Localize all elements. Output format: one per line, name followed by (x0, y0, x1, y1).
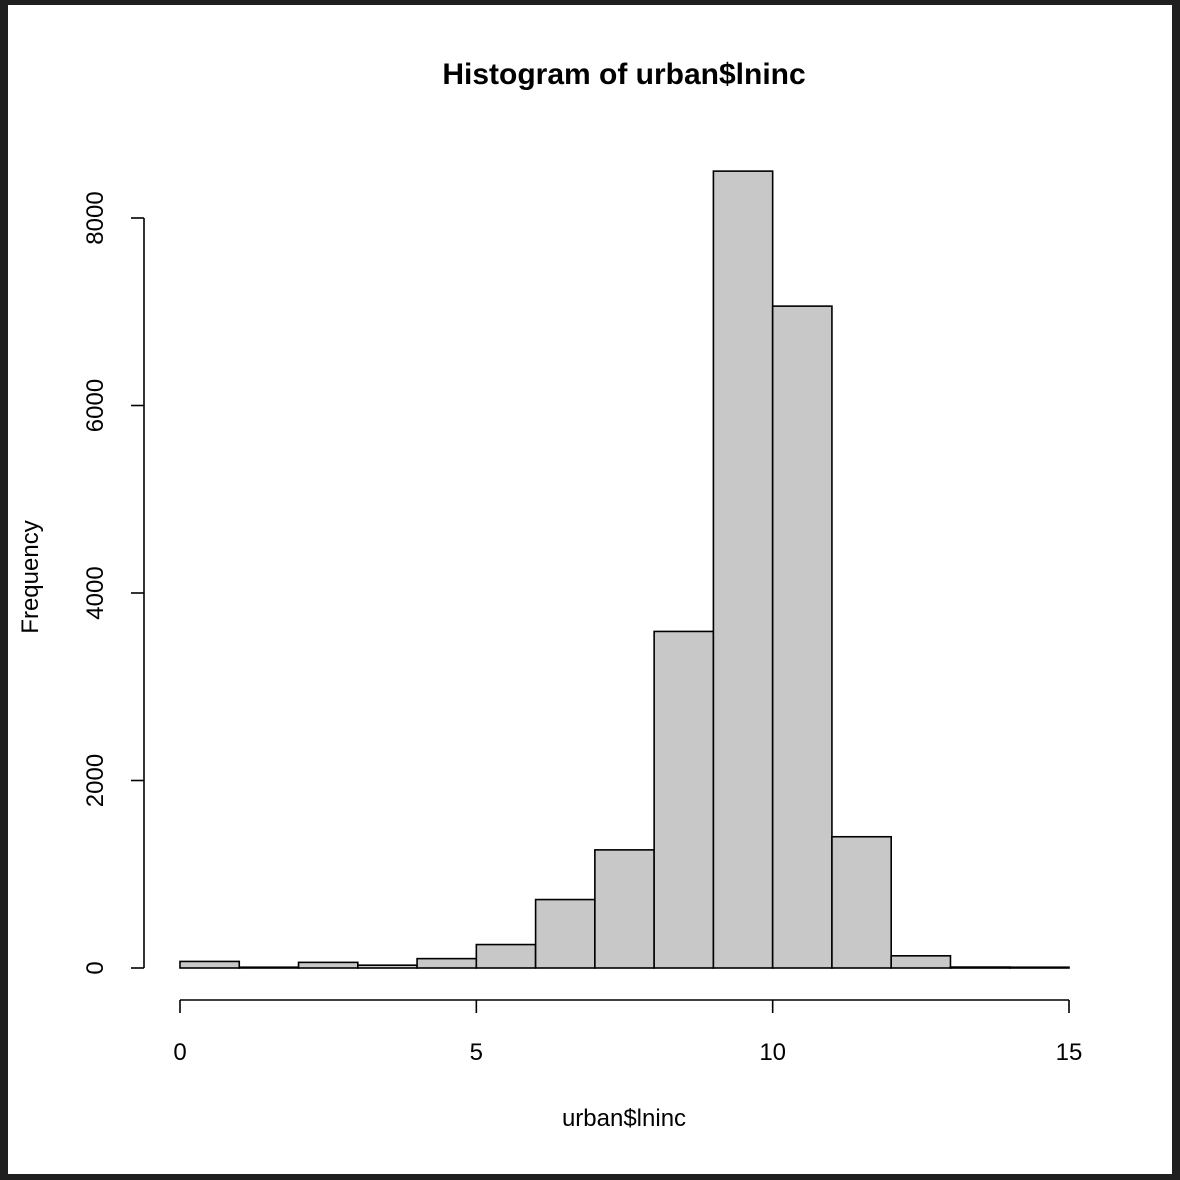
y-tick-label: 2000 (82, 754, 109, 807)
histogram-bar-2 (297, 961, 359, 969)
x-ticks: 0 5 10 15 (173, 1000, 1082, 1066)
x-tick-label: 15 (1056, 1039, 1083, 1066)
y-axis: 0 2000 4000 6000 8000 (82, 191, 145, 975)
histogram-bar-12 (890, 955, 952, 969)
histogram-bar-9 (712, 170, 774, 969)
histogram-bar-1 (238, 966, 300, 969)
y-tick-label: 4000 (82, 566, 109, 619)
histogram-bar-13 (949, 966, 1011, 969)
histogram-bar-5 (475, 943, 537, 969)
x-tick-label: 0 (173, 1039, 186, 1066)
y-ticks: 0 2000 4000 6000 8000 (82, 191, 144, 975)
y-tick-label: 8000 (82, 191, 109, 244)
bars-group (179, 170, 1070, 969)
x-tick-label: 5 (470, 1039, 483, 1066)
histogram-bar-0 (179, 960, 241, 969)
histogram-bar-6 (534, 898, 596, 969)
x-axis: 0 5 10 15 (173, 999, 1082, 1066)
histogram-bar-8 (653, 630, 715, 969)
plot-frame: Histogram of urban$lninc 0 5 10 15 0 2000 400… (8, 5, 1172, 1174)
chart-title: Histogram of urban$lninc (442, 58, 805, 91)
histogram-bar-10 (771, 305, 833, 969)
x-axis-label: urban$lninc (562, 1105, 686, 1132)
histogram-bar-3 (356, 964, 418, 969)
y-axis-label: Frequency (17, 520, 44, 633)
histogram-bar-4 (416, 957, 478, 969)
histogram-bar-7 (594, 849, 655, 969)
histogram-bar-11 (831, 835, 893, 969)
y-tick-label: 6000 (82, 379, 109, 432)
y-tick-label: 0 (82, 961, 109, 974)
x-tick-label: 10 (759, 1039, 786, 1066)
histogram-chart: Histogram of urban$lninc 0 5 10 15 0 2000 400… (17, 58, 1082, 1132)
histogram-bar-14 (1008, 966, 1070, 969)
